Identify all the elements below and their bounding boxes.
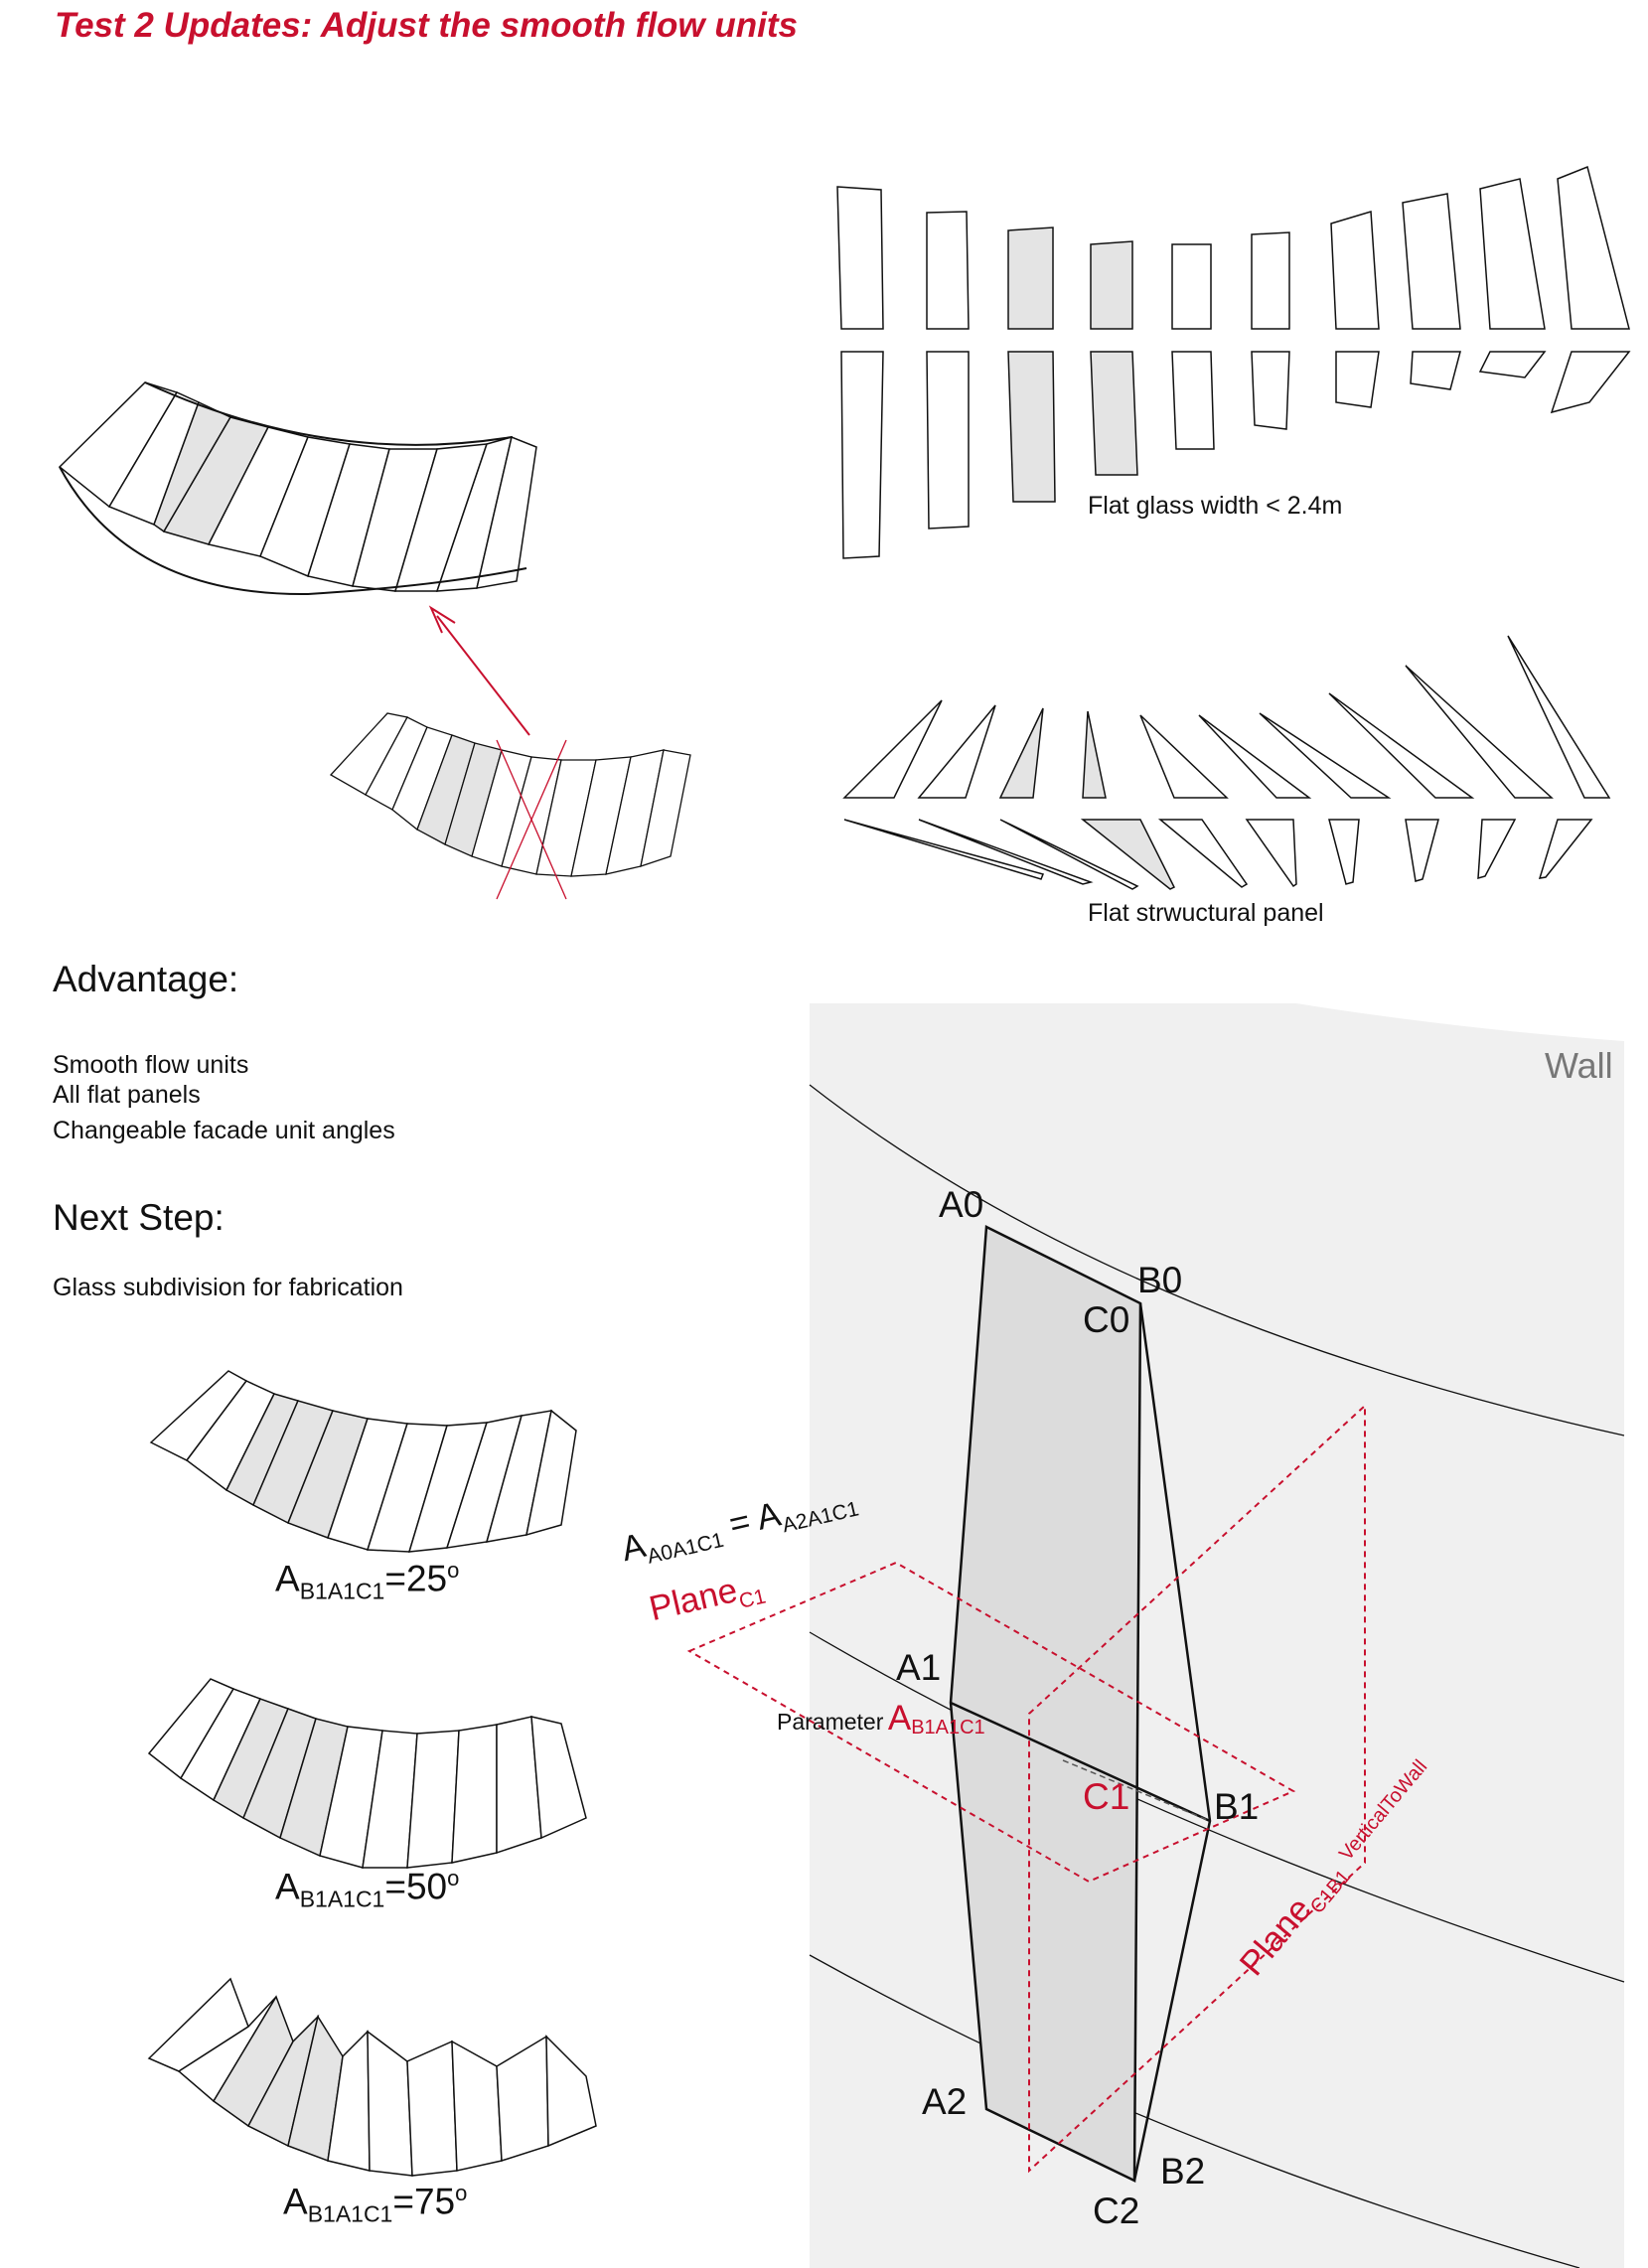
unit-variant-75	[147, 1977, 597, 2177]
point-label-b0: B0	[1137, 1260, 1183, 1300]
advantage-item: All flat panels	[53, 1081, 201, 1109]
point-label-b1: B1	[1214, 1786, 1260, 1827]
point-label-b2: B2	[1160, 2151, 1206, 2192]
crossed-lines	[496, 739, 567, 900]
unit-perspective-large	[58, 381, 537, 592]
advantage-item: Smooth flow units	[53, 1051, 249, 1079]
unit-perspective-small	[329, 712, 691, 877]
next-step-heading: Next Step:	[53, 1197, 225, 1238]
caption-flat-glass: Flat glass width < 2.4m	[1088, 492, 1343, 520]
next-step-item: Glass subdivision for fabrication	[53, 1274, 403, 1301]
parameter-label: Parameter AB1A1C1	[777, 1699, 985, 1739]
flat-structural-panels	[842, 635, 1611, 890]
construction-planes	[686, 1403, 1366, 2174]
glass-unit	[949, 1225, 1212, 2183]
unit-variant-25	[149, 1370, 577, 1553]
point-label-a1: A1	[896, 1647, 942, 1688]
wall-label: Wall	[1545, 1045, 1613, 1086]
unit-curves-large	[59, 381, 527, 596]
advantage-item: Changeable facade unit angles	[53, 1117, 395, 1144]
point-label-c1: C1	[1083, 1776, 1130, 1817]
wall-background	[810, 1003, 1624, 2268]
unit-variant-50	[147, 1678, 587, 1869]
point-label-a2: A2	[922, 2081, 968, 2122]
wall-curves	[809, 1084, 1625, 2268]
caption-flat-panel: Flat strwuctural panel	[1088, 899, 1324, 927]
point-label-a0: A0	[939, 1184, 984, 1225]
angle-caption-75: AB1A1C1=75o	[283, 2181, 468, 2227]
page-title: Test 2 Updates: Adjust the smooth flow u…	[55, 6, 798, 45]
flat-glass-panels	[836, 165, 1631, 559]
point-label-c0: C0	[1083, 1299, 1130, 1340]
advantage-heading: Advantage:	[53, 959, 239, 999]
angle-caption-50: AB1A1C1=50o	[275, 1866, 460, 1912]
arrow-icon	[428, 605, 530, 736]
angle-caption-25: AB1A1C1=25o	[275, 1558, 460, 1604]
point-label-c2: C2	[1093, 2191, 1140, 2231]
